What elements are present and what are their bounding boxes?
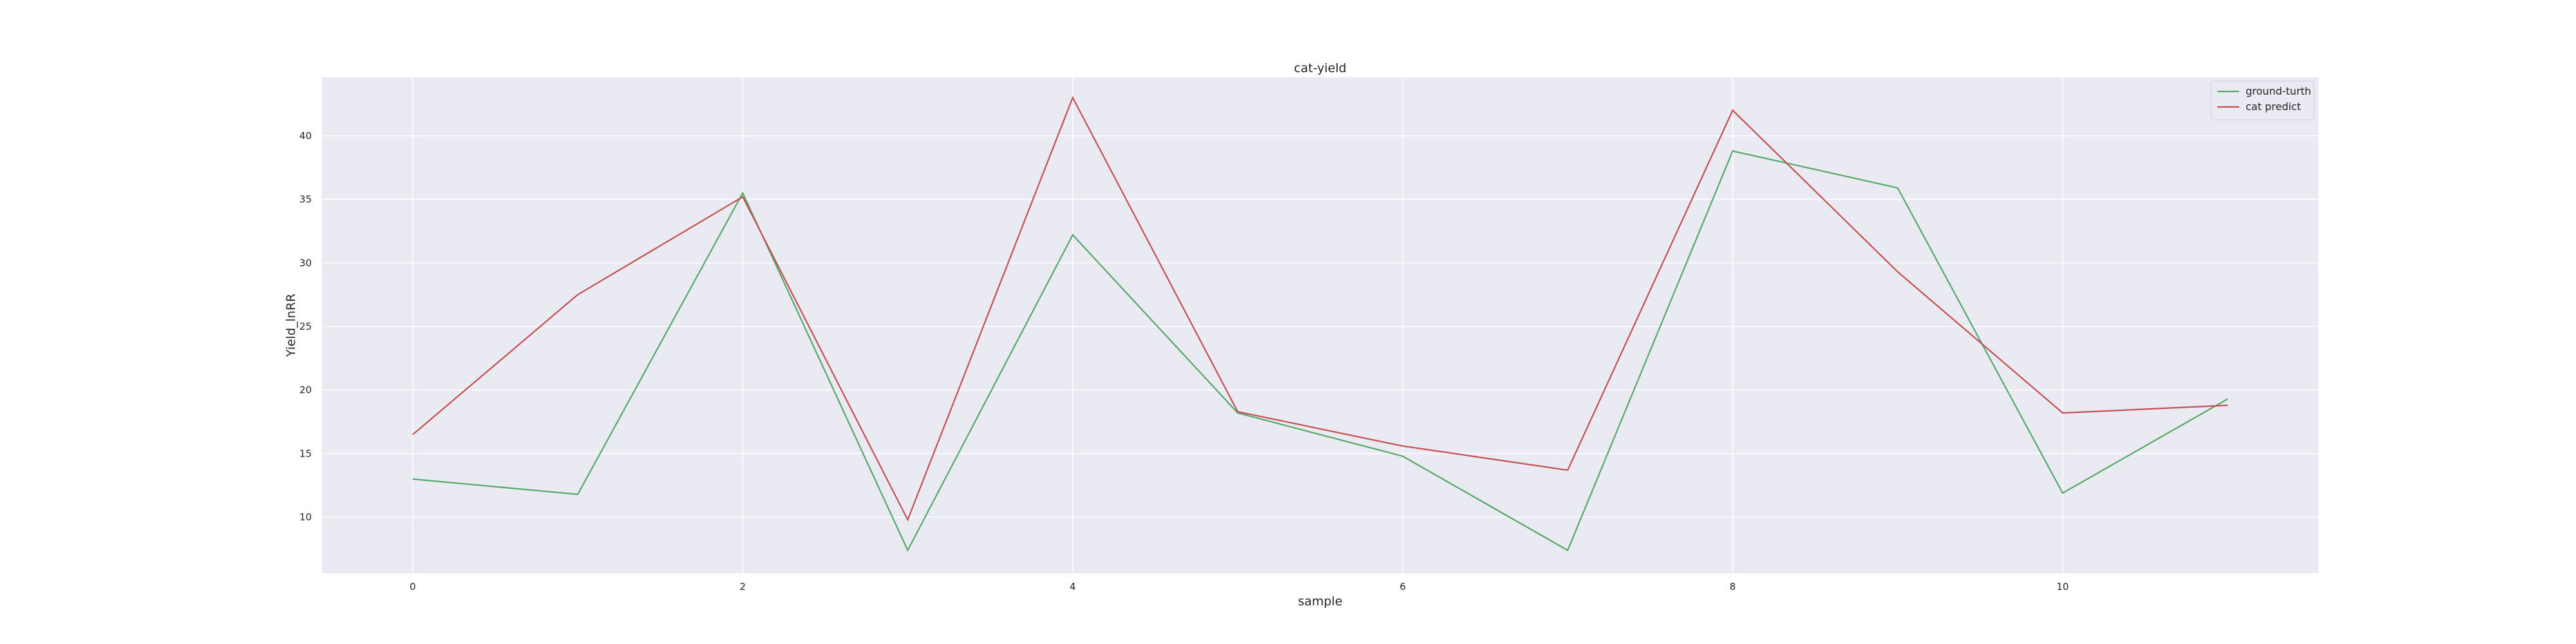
- x-tick-label: 6: [1399, 581, 1406, 592]
- series-line-0: [412, 150, 2228, 552]
- y-tick-label: 10: [299, 511, 312, 523]
- x-tick-labels: 0 2 4 6 8 10: [410, 581, 2069, 592]
- legend: ground-turth cat predict: [2210, 80, 2315, 120]
- legend-label: ground-turth: [2246, 85, 2311, 97]
- y-tick-label: 15: [299, 448, 312, 459]
- legend-label: cat predict: [2246, 100, 2301, 113]
- y-tick-label: 40: [299, 130, 312, 142]
- y-tick-labels: 10 15 20 25 30 35 40: [299, 130, 312, 523]
- y-axis-title: Yield_lnRR: [284, 294, 298, 357]
- grid: [322, 77, 2318, 573]
- y-tick-label: 30: [299, 257, 312, 269]
- y-tick-label: 35: [299, 194, 312, 205]
- series-line-1: [412, 95, 2228, 522]
- x-tick-label: 10: [2056, 581, 2069, 592]
- x-tick-label: 0: [410, 581, 416, 592]
- plot-area: [322, 77, 2318, 573]
- y-tick-label: 20: [299, 384, 312, 396]
- x-tick-label: 2: [740, 581, 746, 592]
- y-tick-label: 25: [299, 321, 312, 332]
- chart-title: cat-yield: [1294, 61, 1347, 75]
- x-tick-label: 8: [1730, 581, 1736, 592]
- x-tick-label: 4: [1070, 581, 1076, 592]
- x-axis-title: sample: [1298, 594, 1342, 609]
- series-lines: [412, 95, 2228, 552]
